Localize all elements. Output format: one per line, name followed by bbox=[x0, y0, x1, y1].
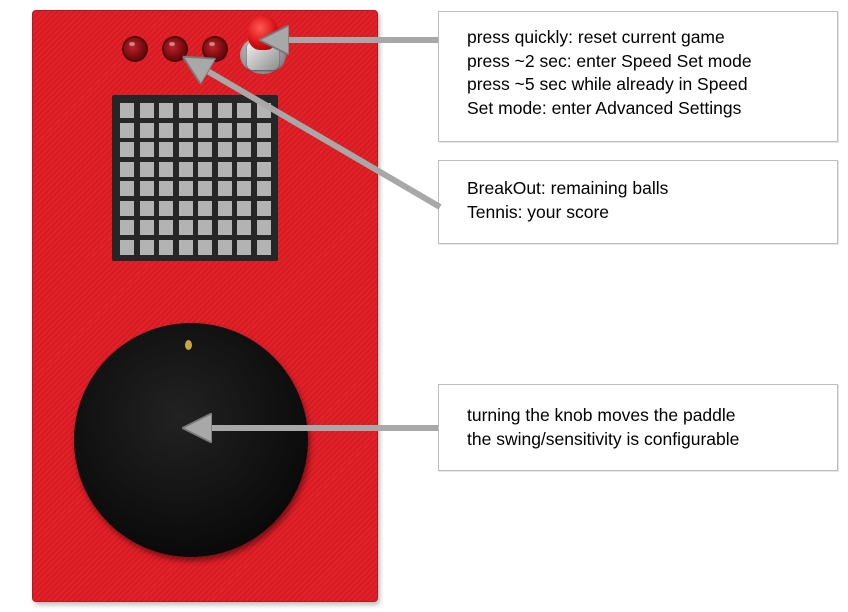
knob-callout: turning the knob moves the paddle the sw… bbox=[438, 384, 838, 471]
matrix-cell bbox=[217, 122, 232, 138]
matrix-cell bbox=[178, 103, 193, 118]
matrix-cell bbox=[120, 200, 134, 216]
matrix-cell bbox=[237, 220, 251, 235]
matrix-cell bbox=[256, 239, 271, 255]
matrix-cell bbox=[237, 142, 251, 157]
matrix-cell bbox=[198, 103, 212, 118]
led-matrix-display bbox=[112, 95, 278, 261]
matrix-cell bbox=[159, 200, 173, 216]
matrix-cell bbox=[159, 181, 173, 196]
matrix-cell bbox=[178, 220, 193, 235]
matrix-cell bbox=[237, 103, 251, 118]
matrix-cell bbox=[217, 181, 232, 196]
matrix-cell bbox=[178, 181, 193, 196]
matrix-cell bbox=[120, 239, 134, 255]
matrix-cell bbox=[217, 161, 232, 177]
matrix-cell bbox=[178, 142, 193, 157]
matrix-cell bbox=[159, 161, 173, 177]
matrix-cell bbox=[139, 103, 154, 118]
matrix-cell bbox=[159, 142, 173, 157]
matrix-cell bbox=[198, 239, 212, 255]
knob-indicator-dot bbox=[185, 340, 192, 350]
matrix-cell bbox=[256, 220, 271, 235]
matrix-cell bbox=[159, 220, 173, 235]
matrix-cell bbox=[217, 200, 232, 216]
matrix-cell bbox=[178, 200, 193, 216]
matrix-cell bbox=[198, 181, 212, 196]
matrix-cell bbox=[139, 220, 154, 235]
callout-line: press quickly: reset current game bbox=[467, 27, 725, 47]
matrix-cell bbox=[120, 142, 134, 157]
led-2-icon bbox=[164, 38, 186, 60]
matrix-cell bbox=[198, 142, 212, 157]
matrix-cell bbox=[256, 181, 271, 196]
callout-line: Tennis: your score bbox=[467, 201, 610, 222]
leds-arrow bbox=[192, 62, 442, 210]
matrix-cell bbox=[217, 103, 232, 118]
callout-line: press ~2 sec: enter Speed Set mode bbox=[467, 50, 752, 71]
callout-line: the swing/sensitivity is configurable bbox=[467, 428, 740, 449]
matrix-cell bbox=[237, 161, 251, 177]
matrix-cell bbox=[256, 161, 271, 177]
matrix-cell bbox=[198, 200, 212, 216]
callout-line: press ~5 sec while already in Speed bbox=[467, 74, 748, 94]
matrix-cell bbox=[256, 200, 271, 216]
matrix-cell bbox=[198, 220, 212, 235]
matrix-cell bbox=[237, 181, 251, 196]
matrix-cell bbox=[120, 122, 134, 138]
matrix-cell bbox=[178, 122, 193, 138]
matrix-cell bbox=[256, 142, 271, 157]
matrix-cell bbox=[256, 122, 271, 138]
matrix-cell bbox=[120, 161, 134, 177]
matrix-cell bbox=[120, 103, 134, 118]
matrix-cell bbox=[237, 239, 251, 255]
matrix-cell bbox=[120, 220, 134, 235]
matrix-cell bbox=[120, 181, 134, 196]
callout-line: BreakOut: remaining balls bbox=[467, 178, 669, 198]
matrix-cell bbox=[139, 161, 154, 177]
matrix-cell bbox=[139, 181, 154, 196]
callout-line: Set mode: enter Advanced Settings bbox=[467, 97, 742, 118]
matrix-cell bbox=[139, 239, 154, 255]
matrix-cell bbox=[159, 239, 173, 255]
matrix-cell bbox=[237, 200, 251, 216]
matrix-cell bbox=[198, 161, 212, 177]
callout-line: turning the knob moves the paddle bbox=[467, 405, 736, 425]
matrix-cell bbox=[159, 103, 173, 118]
matrix-cell bbox=[139, 200, 154, 216]
matrix-cell bbox=[217, 142, 232, 157]
matrix-cell bbox=[178, 161, 193, 177]
reset-button-callout: press quickly: reset current game press … bbox=[438, 11, 838, 142]
led-3-icon bbox=[204, 38, 226, 60]
led-1-icon bbox=[124, 38, 146, 60]
matrix-cell bbox=[139, 122, 154, 138]
matrix-cell bbox=[198, 122, 212, 138]
matrix-cell bbox=[159, 122, 173, 138]
matrix-cell bbox=[178, 239, 193, 255]
matrix-cell bbox=[237, 122, 251, 138]
matrix-cell bbox=[217, 239, 232, 255]
matrix-cell bbox=[139, 142, 154, 157]
matrix-cell bbox=[217, 220, 232, 235]
leds-callout: BreakOut: remaining balls Tennis: your s… bbox=[438, 160, 838, 244]
